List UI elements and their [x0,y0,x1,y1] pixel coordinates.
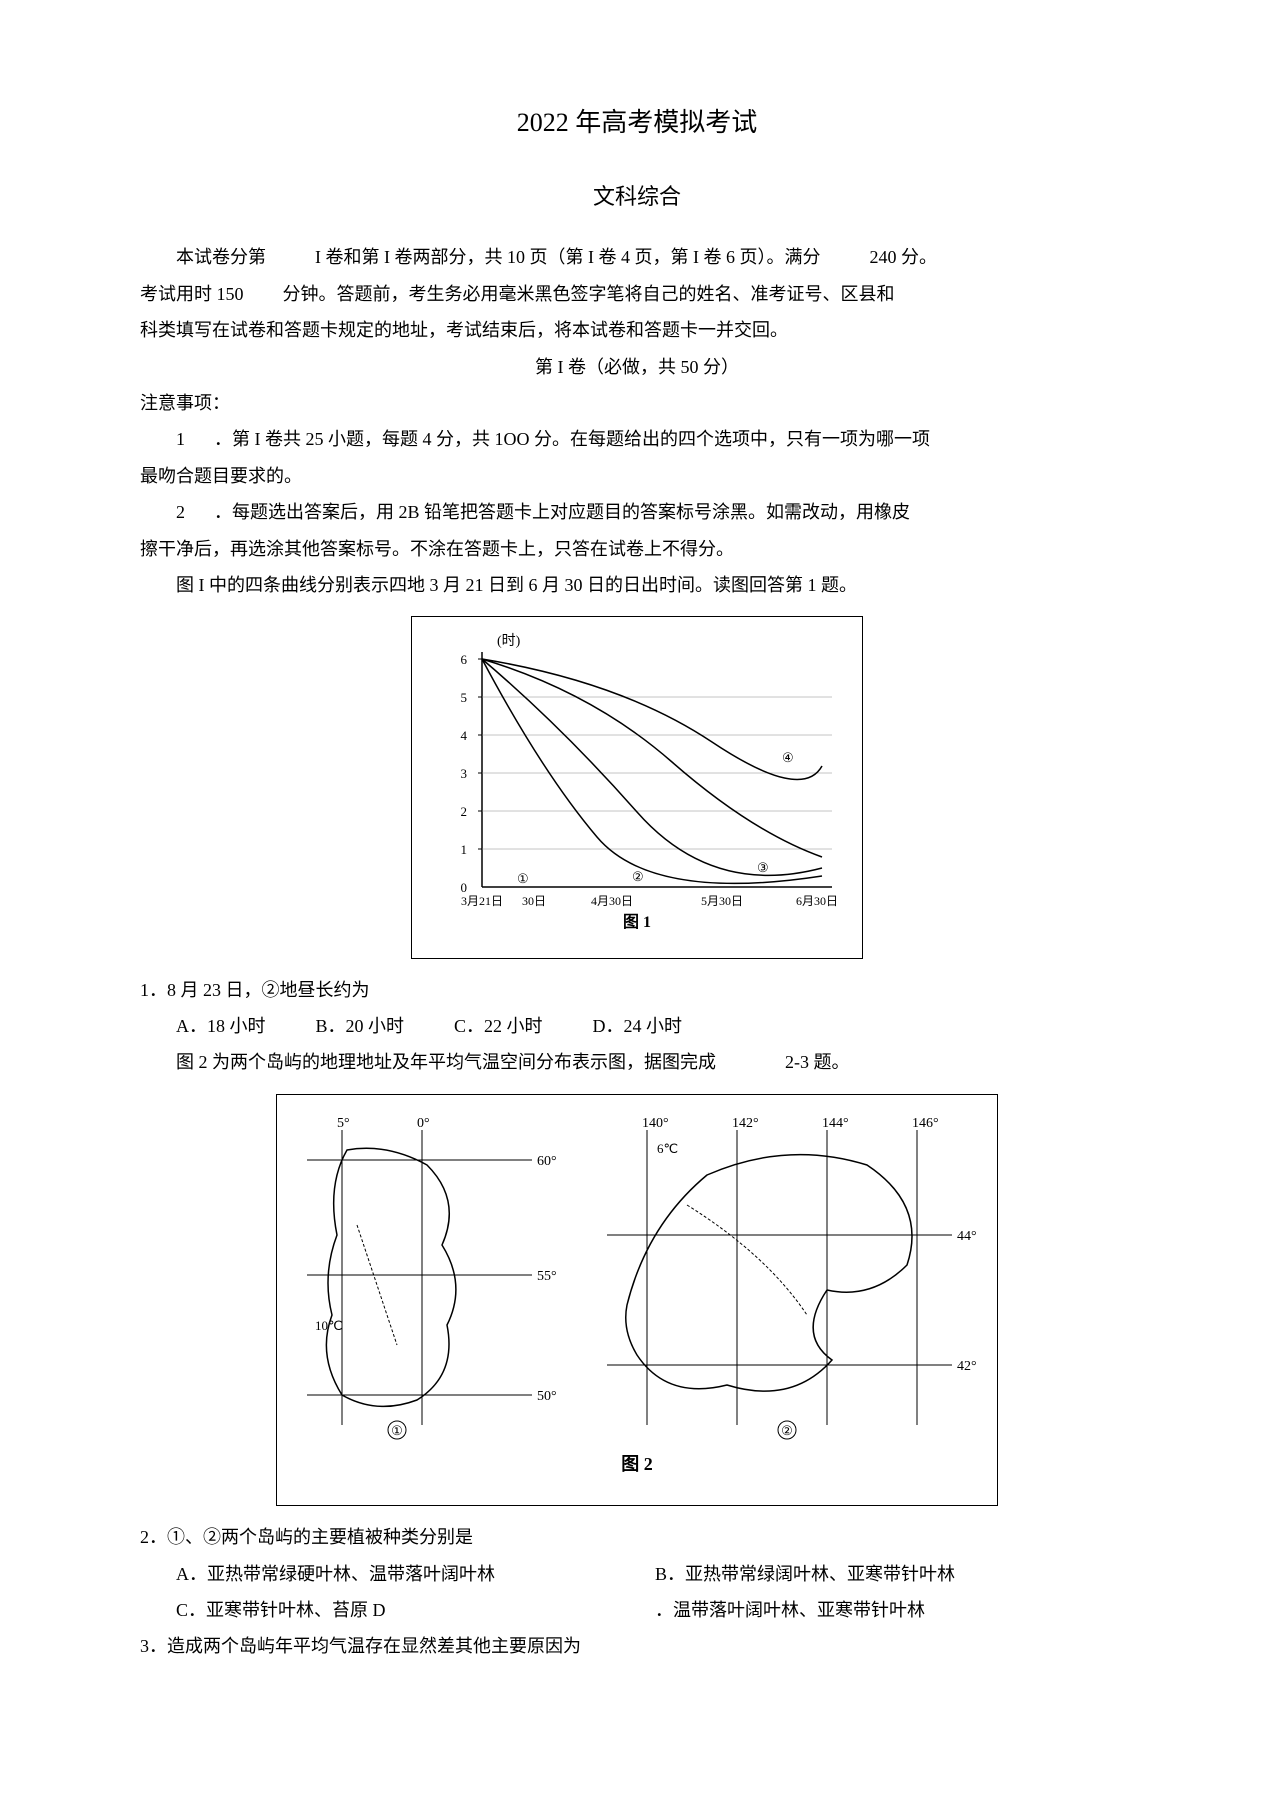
intro-text: 240 分。 [869,247,937,267]
x-ticks: 3月21日 30日 4月30日 5月30日 6月30日 [461,894,838,908]
note-num: 1 [176,429,185,449]
intro-text: 本试卷分第 [176,247,266,267]
q1-options: A．18 小时 B．20 小时 C．22 小时 D．24 小时 [176,1010,1134,1042]
svg-text:6: 6 [461,652,468,667]
svg-text:3: 3 [461,766,468,781]
svg-text:6℃: 6℃ [657,1141,678,1156]
svg-text:1: 1 [461,842,468,857]
note-num: 2 [176,502,185,522]
svg-text:10℃: 10℃ [315,1318,343,1333]
svg-text:4月30日: 4月30日 [591,894,633,908]
q2-option-a: A．亚热带常绿硬叶林、温带落叶阔叶林 [176,1558,655,1590]
svg-text:50°: 50° [537,1389,557,1404]
svg-text:142°: 142° [732,1116,759,1131]
q1-intro: 图 I 中的四条曲线分别表示四地 3 月 21 日到 6 月 30 日的日出时间… [140,569,1134,601]
curve-label-1: ① [517,871,529,886]
intro-text: I 卷和第 I 卷两部分，共 10 页（第 I 卷 4 页，第 I 卷 6 页）… [315,247,820,267]
svg-text:140°: 140° [642,1116,669,1131]
svg-text:0°: 0° [417,1116,430,1131]
svg-text:44°: 44° [957,1229,977,1244]
intro-text: 分钟。答题前，考生务必用毫米黑色签字笔将自己的姓名、准考证号、区县和 [283,284,895,304]
svg-text:②: ② [781,1423,793,1438]
figure-2: 5° 0° 60° 55° 50° 10℃ ① 140° 142° [276,1094,998,1506]
main-title: 2022 年高考模拟考试 [140,100,1134,147]
note-item-2: 2 ．每题选出答案后，用 2B 铅笔把答题卡上对应题目的答案标号涂黑。如需改动，… [176,496,1134,528]
note-item-1-cont: 最吻合题目要求的。 [140,460,1134,492]
svg-text:4: 4 [461,728,468,743]
svg-text:5: 5 [461,690,468,705]
svg-text:30日: 30日 [522,894,546,908]
q1-option-a: A．18 小时 [176,1010,266,1042]
svg-text:0: 0 [461,880,468,895]
curve-label-4: ④ [782,750,794,765]
notes-label: 注意事项： [140,387,1134,419]
curve-1 [482,659,822,883]
svg-text:6月30日: 6月30日 [796,894,838,908]
intro-paragraph-1: 本试卷分第 I 卷和第 I 卷两部分，共 10 页（第 I 卷 4 页，第 I … [140,241,1134,273]
q2-option-c: C．亚寒带针叶林、苔原 D [176,1594,655,1626]
svg-text:5月30日: 5月30日 [701,894,743,908]
sub-title: 文科综合 [140,177,1134,217]
right-island-group: 140° 142° 144° 146° 44° 42° 6℃ ② [607,1116,977,1439]
curve-2 [482,659,822,875]
intro-paragraph-3: 科类填写在试卷和答题卡规定的地址，考试结束后，将本试卷和答题卡一并交回。 [140,314,1134,346]
q2-option-d: ．温带落叶阔叶林、亚寒带针叶林 [655,1594,1134,1626]
svg-text:①: ① [391,1423,403,1438]
q2-intro-text: 图 2 为两个岛屿的地理地址及年平均气温空间分布表示图，据图完成 [176,1052,716,1072]
q1-option-d: D．24 小时 [593,1010,683,1042]
q3-stem: 3．造成两个岛屿年平均气温存在显然差其他主要原因为 [140,1630,1134,1662]
note-item-2-cont: 擦干净后，再选涂其他答案标号。不涂在答题卡上，只答在试卷上不得分。 [140,533,1134,565]
q1-option-b: B．20 小时 [316,1010,405,1042]
svg-text:60°: 60° [537,1154,557,1169]
svg-text:42°: 42° [957,1359,977,1374]
island-outline-1 [326,1148,456,1406]
figure-2-caption: 图 2 [621,1454,653,1474]
q2-3-intro: 图 2 为两个岛屿的地理地址及年平均气温空间分布表示图，据图完成 2-3 题。 [140,1046,1134,1078]
q2-options-row-2: C．亚寒带针叶林、苔原 D ．温带落叶阔叶林、亚寒带针叶林 [176,1594,1134,1626]
map-svg: 5° 0° 60° 55° 50° 10℃ ① 140° 142° [287,1105,987,1485]
figure-2-container: 5° 0° 60° 55° 50° 10℃ ① 140° 142° [140,1094,1134,1506]
note-text: ．每题选出答案后，用 2B 铅笔把答题卡上对应题目的答案标号涂黑。如需改动，用橡… [214,502,910,522]
q2-intro-text: 2-3 题。 [785,1052,850,1072]
q2-stem: 2．①、②两个岛屿的主要植被种类分别是 [140,1521,1134,1553]
q1-option-c: C．22 小时 [454,1010,543,1042]
svg-text:55°: 55° [537,1269,557,1284]
intro-paragraph-2: 考试用时 150 分钟。答题前，考生务必用毫米黑色签字笔将自己的姓名、准考证号、… [140,278,1134,310]
svg-text:5°: 5° [337,1116,350,1131]
y-axis-label: (时) [497,633,521,649]
note-item-1: 1 ．第 I 卷共 25 小题，每题 4 分，共 1OO 分。在每题给出的四个选… [176,423,1134,455]
chart-1-svg: (时) 0 1 2 3 4 5 6 3月21日 30日 4月30日 5月30日 … [422,627,852,937]
q1-stem: 1．8 月 23 日，②地昼长约为 [140,974,1134,1006]
island-outline-2 [626,1154,912,1391]
figure-1-caption: 图 1 [623,913,651,931]
volume-label: 第 I 卷（必做，共 50 分） [140,351,1134,383]
q2-options-row-1: A．亚热带常绿硬叶林、温带落叶阔叶林 B．亚热带常绿阔叶林、亚寒带针叶林 [176,1558,1134,1590]
q2-option-b: B．亚热带常绿阔叶林、亚寒带针叶林 [655,1558,1134,1590]
svg-text:146°: 146° [912,1116,939,1131]
svg-text:2: 2 [461,804,468,819]
left-island-group: 5° 0° 60° 55° 50° 10℃ ① [307,1116,557,1439]
figure-1: (时) 0 1 2 3 4 5 6 3月21日 30日 4月30日 5月30日 … [411,616,863,958]
svg-text:3月21日: 3月21日 [461,894,503,908]
svg-text:144°: 144° [822,1116,849,1131]
intro-text: 考试用时 150 [140,284,244,304]
figure-1-container: (时) 0 1 2 3 4 5 6 3月21日 30日 4月30日 5月30日 … [140,616,1134,958]
note-text: ．第 I 卷共 25 小题，每题 4 分，共 1OO 分。在每题给出的四个选项中… [214,429,930,449]
curve-label-2: ② [632,869,644,884]
curve-label-3: ③ [757,860,769,875]
